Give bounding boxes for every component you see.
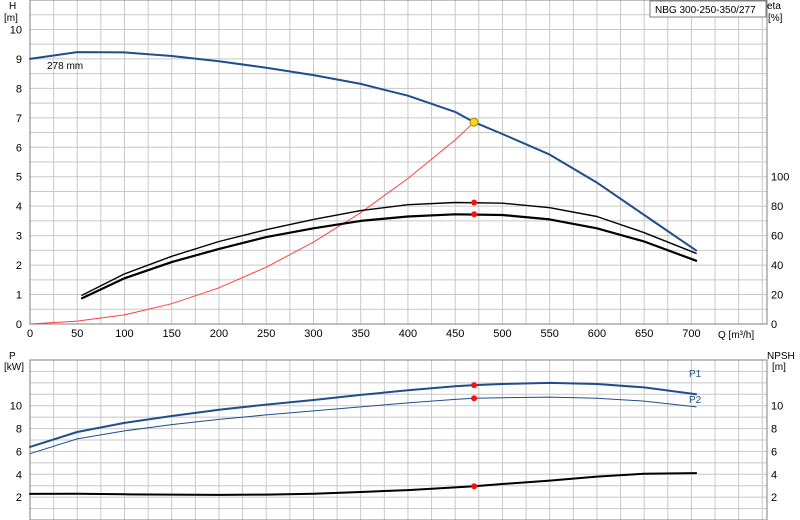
x-tick-label: 100 bbox=[115, 328, 133, 340]
system-curve bbox=[29, 121, 475, 325]
y-right-tick-label: 100 bbox=[771, 172, 789, 184]
y-left-tick-label: 0 bbox=[16, 319, 22, 331]
y-right-tick-label: 60 bbox=[771, 231, 783, 243]
x-tick-label: 650 bbox=[635, 328, 653, 340]
y-right-tick-label: 8 bbox=[771, 424, 777, 436]
y-right-tick-label: 2 bbox=[771, 492, 777, 504]
eta-axis-unit: [%] bbox=[768, 13, 783, 24]
p2-curve bbox=[29, 396, 697, 455]
duty-point-marker bbox=[469, 117, 479, 127]
x-tick-label: 400 bbox=[399, 328, 417, 340]
y-right-tick-label: 0 bbox=[771, 319, 777, 331]
qh-duty-points bbox=[469, 117, 479, 218]
x-tick-label: 50 bbox=[71, 328, 83, 340]
y-left-tick-label: 4 bbox=[16, 201, 22, 213]
qh-series-group bbox=[29, 51, 698, 325]
y-right-tick-label: 20 bbox=[771, 290, 783, 302]
y-left-tick-label: 7 bbox=[16, 113, 22, 125]
p2-series-label: P2 bbox=[689, 395, 702, 406]
x-tick-label: 700 bbox=[682, 328, 700, 340]
impeller-diameter-label: 278 mm bbox=[47, 61, 83, 72]
x-tick-label: 350 bbox=[352, 328, 370, 340]
head-axis-label: H bbox=[9, 1, 16, 12]
model-label-box bbox=[649, 0, 767, 18]
eta-lower-curve bbox=[80, 213, 698, 300]
operating-point-marker bbox=[471, 211, 478, 218]
head-curve bbox=[29, 51, 698, 252]
x-tick-label: 200 bbox=[210, 328, 228, 340]
x-tick-label: 150 bbox=[163, 328, 181, 340]
y-left-tick-label: 6 bbox=[16, 446, 22, 458]
power-grid bbox=[30, 360, 767, 520]
npsh-axis-label: NPSH bbox=[767, 351, 795, 362]
y-left-tick-label: 8 bbox=[16, 83, 22, 95]
power-duty-points bbox=[471, 382, 478, 490]
x-tick-label: 250 bbox=[257, 328, 275, 340]
model-label: NBG 300-250-350/277 bbox=[655, 5, 756, 16]
power-axis-unit: [kW] bbox=[4, 362, 24, 373]
y-left-tick-label: 2 bbox=[16, 492, 22, 504]
flow-axis-label: Q [m³/h] bbox=[718, 330, 754, 341]
y-left-tick-label: 4 bbox=[16, 469, 22, 481]
y-left-tick-label: 3 bbox=[16, 231, 22, 243]
operating-point-marker bbox=[471, 199, 478, 206]
y-left-tick-label: 2 bbox=[16, 260, 22, 272]
eta-axis-label: eta bbox=[767, 1, 781, 12]
eta-upper-curve bbox=[81, 201, 697, 296]
y-left-tick-label: 1 bbox=[16, 290, 22, 302]
operating-point-marker bbox=[471, 483, 478, 490]
power-tick-labels: 2 4 6 8 10 2 4 6 8 10 bbox=[10, 401, 784, 504]
head-axis-unit: [m] bbox=[4, 13, 18, 24]
y-right-tick-label: 10 bbox=[771, 401, 783, 413]
x-tick-label: 600 bbox=[588, 328, 606, 340]
y-right-tick-label: 4 bbox=[771, 469, 777, 481]
npsh-axis-unit: [m] bbox=[772, 362, 786, 373]
x-tick-label: 450 bbox=[446, 328, 464, 340]
operating-point-marker bbox=[471, 395, 478, 402]
power-plot-frame bbox=[29, 359, 768, 520]
y-left-tick-label: 8 bbox=[16, 424, 22, 436]
qh-plot-frame bbox=[29, 0, 768, 325]
y-left-tick-label: 10 bbox=[10, 24, 22, 36]
power-series-group bbox=[29, 381, 698, 496]
y-left-tick-label: 5 bbox=[16, 172, 22, 184]
x-tick-label: 500 bbox=[493, 328, 511, 340]
operating-point-marker bbox=[471, 382, 478, 389]
npsh-curve bbox=[29, 472, 698, 496]
p1-curve bbox=[29, 381, 698, 448]
y-right-tick-label: 80 bbox=[771, 201, 783, 213]
p1-series-label: P1 bbox=[689, 369, 702, 380]
x-tick-label: 550 bbox=[540, 328, 558, 340]
x-tick-label: 300 bbox=[304, 328, 322, 340]
y-left-tick-label: 10 bbox=[10, 401, 22, 413]
y-left-tick-label: 9 bbox=[16, 54, 22, 66]
qh-grid bbox=[30, 0, 767, 324]
y-left-tick-label: 6 bbox=[16, 142, 22, 154]
x-tick-label: 0 bbox=[27, 328, 33, 340]
power-axis-label: P bbox=[9, 351, 16, 362]
y-right-tick-label: 6 bbox=[771, 446, 777, 458]
y-right-tick-label: 40 bbox=[771, 260, 783, 272]
